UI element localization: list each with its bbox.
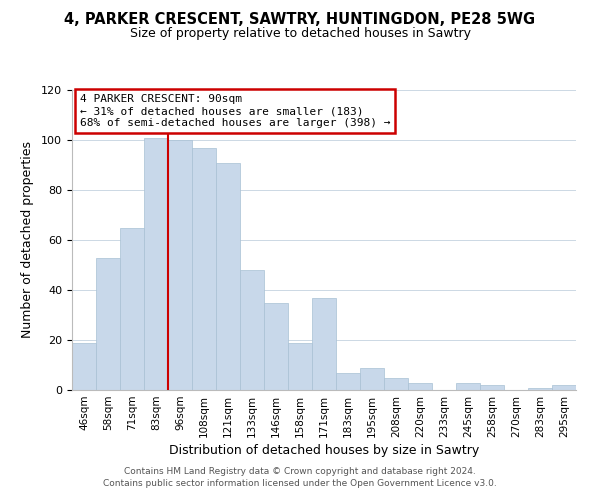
Bar <box>360 368 384 390</box>
Bar <box>168 140 192 390</box>
Bar <box>288 342 312 390</box>
Bar <box>336 372 360 390</box>
Text: Size of property relative to detached houses in Sawtry: Size of property relative to detached ho… <box>130 28 470 40</box>
Text: Contains HM Land Registry data © Crown copyright and database right 2024.
Contai: Contains HM Land Registry data © Crown c… <box>103 466 497 487</box>
Bar <box>144 138 168 390</box>
Bar <box>216 162 240 390</box>
Y-axis label: Number of detached properties: Number of detached properties <box>21 142 34 338</box>
X-axis label: Distribution of detached houses by size in Sawtry: Distribution of detached houses by size … <box>169 444 479 457</box>
Bar <box>312 298 336 390</box>
Text: 4, PARKER CRESCENT, SAWTRY, HUNTINGDON, PE28 5WG: 4, PARKER CRESCENT, SAWTRY, HUNTINGDON, … <box>64 12 536 28</box>
Bar <box>456 382 480 390</box>
Bar <box>480 385 504 390</box>
Bar <box>528 388 552 390</box>
Bar <box>408 382 432 390</box>
Bar <box>96 258 120 390</box>
Bar <box>192 148 216 390</box>
Bar <box>552 385 576 390</box>
Bar <box>120 228 144 390</box>
Bar <box>72 342 96 390</box>
Bar <box>264 302 288 390</box>
Bar <box>240 270 264 390</box>
Bar <box>384 378 408 390</box>
Text: 4 PARKER CRESCENT: 90sqm
← 31% of detached houses are smaller (183)
68% of semi-: 4 PARKER CRESCENT: 90sqm ← 31% of detach… <box>80 94 390 128</box>
